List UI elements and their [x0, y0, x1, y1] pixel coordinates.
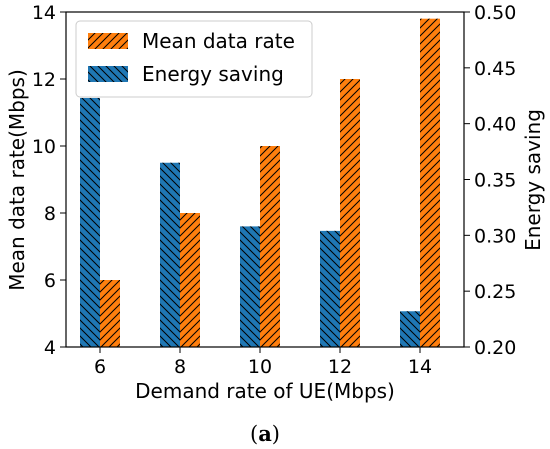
x-tick-label: 6 [94, 356, 106, 378]
bar-hatch-mean-data-rate-10 [260, 146, 280, 347]
caption-close: ) [272, 422, 280, 446]
bar-hatch-energy-saving-6 [80, 97, 100, 347]
bar-hatch-energy-saving-12 [320, 230, 340, 347]
bars-energy-saving [80, 97, 420, 347]
left-tick-label: 6 [44, 270, 56, 292]
legend-label-mean-data-rate: Mean data rate [142, 29, 295, 53]
bar-hatch-mean-data-rate-14 [420, 18, 440, 347]
caption-letter: a [258, 421, 272, 446]
left-tick-label: 12 [32, 69, 56, 91]
bar-hatch-energy-saving-8 [160, 162, 180, 347]
figure-caption: (a) [250, 421, 280, 446]
right-axis-label: Energy saving [521, 109, 545, 251]
right-tick-label: 0.20 [474, 337, 516, 359]
left-axis-label: Mean data rate(Mbps) [5, 69, 29, 291]
x-axis-label: Demand rate of UE(Mbps) [135, 379, 395, 403]
left-tick-label: 10 [32, 136, 56, 158]
left-axis-ticks: 4 6 8 10 12 14 [32, 2, 66, 359]
right-tick-label: 0.45 [474, 58, 516, 80]
right-tick-label: 0.30 [474, 225, 516, 247]
legend: Mean data rate Energy saving [75, 20, 313, 98]
x-tick-label: 8 [174, 356, 186, 378]
bar-hatch-energy-saving-10 [240, 226, 260, 347]
x-tick-label: 10 [248, 356, 272, 378]
x-tick-label: 12 [328, 356, 352, 378]
right-axis-ticks: 0.20 0.25 0.30 0.35 0.40 0.45 0.50 [464, 2, 516, 359]
legend-swatch-mean-data-rate-hatch [88, 33, 128, 49]
legend-label-energy-saving: Energy saving [142, 62, 284, 86]
x-axis-ticks: 6 8 10 12 14 [94, 347, 432, 378]
caption-open: ( [250, 422, 258, 446]
legend-swatch-energy-saving-hatch [88, 66, 128, 82]
left-tick-label: 4 [44, 337, 56, 359]
right-tick-label: 0.35 [474, 170, 516, 192]
right-tick-label: 0.25 [474, 281, 516, 303]
right-tick-label: 0.40 [474, 114, 516, 136]
left-tick-label: 14 [32, 2, 56, 24]
bar-hatch-mean-data-rate-8 [180, 213, 200, 347]
bars-mean-data-rate [100, 18, 440, 347]
bar-hatch-mean-data-rate-12 [340, 79, 360, 347]
right-tick-label: 0.50 [474, 2, 516, 24]
bar-hatch-energy-saving-14 [400, 311, 420, 347]
bar-hatch-mean-data-rate-6 [100, 280, 120, 347]
x-tick-label: 14 [408, 356, 432, 378]
left-tick-label: 8 [44, 203, 56, 225]
legend-frame [75, 20, 313, 98]
